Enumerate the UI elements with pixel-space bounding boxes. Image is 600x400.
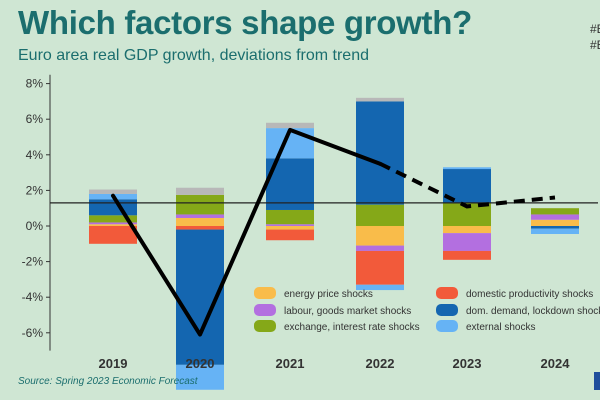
bar-segment bbox=[266, 229, 314, 241]
x-tick-label: 2022 bbox=[366, 356, 395, 371]
y-tick-label: 0% bbox=[26, 219, 44, 233]
legend-label: dom. demand, lockdown shocks bbox=[466, 306, 600, 317]
bar-segment bbox=[266, 224, 314, 226]
bar-segment bbox=[531, 228, 579, 235]
y-tick-label: 6% bbox=[26, 112, 44, 126]
bar-segment bbox=[356, 204, 404, 226]
bar-segment bbox=[356, 97, 404, 102]
bar-segment bbox=[176, 194, 224, 215]
source-note: Source: Spring 2023 Economic Forecast bbox=[18, 376, 198, 387]
bar-segment bbox=[356, 245, 404, 251]
eu-flag-logo bbox=[594, 372, 600, 390]
bar-segment bbox=[356, 226, 404, 246]
bar-segment bbox=[89, 226, 137, 244]
bar-segment bbox=[176, 226, 224, 230]
legend-label: domestic productivity shocks bbox=[466, 289, 593, 300]
chart-subtitle: Euro area real GDP growth, deviations fr… bbox=[18, 47, 369, 64]
bar-segment bbox=[89, 189, 137, 194]
bar-segment bbox=[89, 222, 137, 225]
bar-segment bbox=[266, 226, 314, 230]
bar-segment bbox=[531, 214, 579, 220]
bar-segment bbox=[266, 122, 314, 129]
bar-segment bbox=[443, 233, 491, 251]
y-tick-label: -2% bbox=[22, 255, 44, 269]
bar-segment bbox=[531, 226, 579, 229]
bar-segment bbox=[356, 284, 404, 291]
bar-segment bbox=[443, 202, 491, 226]
bar-segment bbox=[531, 219, 579, 226]
bar-segment bbox=[443, 250, 491, 260]
bar-segment bbox=[266, 209, 314, 225]
hashtag-label: #E bbox=[590, 38, 600, 52]
legend-label: external shocks bbox=[466, 322, 535, 333]
bar-segment bbox=[443, 226, 491, 234]
gdp-forecast-line bbox=[379, 161, 556, 209]
bar-segment bbox=[356, 101, 404, 205]
x-tick-label: 2019 bbox=[99, 356, 128, 371]
y-tick-label: -4% bbox=[22, 290, 44, 304]
legend-swatch bbox=[436, 320, 458, 332]
y-tick-label: 4% bbox=[26, 148, 44, 162]
y-tick-label: -6% bbox=[22, 326, 44, 340]
y-tick-label: 2% bbox=[26, 183, 44, 197]
gdp-growth-line bbox=[111, 127, 382, 337]
legend-label: exchange, interest rate shocks bbox=[284, 322, 420, 333]
bar-segment bbox=[176, 214, 224, 218]
bar-segment bbox=[531, 208, 579, 215]
bar-segment bbox=[176, 217, 224, 226]
bar-segment bbox=[443, 167, 491, 170]
bar-segment bbox=[89, 215, 137, 223]
x-tick-label: 2023 bbox=[453, 356, 482, 371]
legend-swatch bbox=[436, 304, 458, 316]
legend-label: labour, goods market shocks bbox=[284, 306, 411, 317]
legend-swatch bbox=[254, 287, 276, 299]
x-tick-label: 2020 bbox=[186, 356, 215, 371]
y-tick-label: 8% bbox=[26, 77, 44, 91]
bar-segment bbox=[176, 364, 224, 390]
legend-swatch bbox=[436, 287, 458, 299]
legend-swatch bbox=[254, 304, 276, 316]
hashtag-label: #E bbox=[590, 22, 600, 36]
x-tick-label: 2024 bbox=[541, 356, 571, 371]
bar-segment bbox=[176, 187, 224, 195]
bar-segment bbox=[89, 224, 137, 226]
legend-swatch bbox=[254, 320, 276, 332]
bar-segment bbox=[89, 199, 137, 216]
legend-label: energy price shocks bbox=[284, 289, 373, 300]
x-tick-label: 2021 bbox=[276, 356, 305, 371]
chart-title: Which factors shape growth? bbox=[18, 4, 472, 41]
bar-segment bbox=[356, 250, 404, 285]
